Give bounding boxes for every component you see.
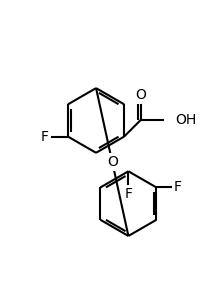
Text: O: O: [136, 88, 147, 102]
Text: OH: OH: [175, 113, 196, 127]
Text: F: F: [124, 187, 132, 201]
Text: F: F: [41, 130, 49, 144]
Text: O: O: [107, 155, 118, 169]
Text: F: F: [174, 181, 182, 195]
